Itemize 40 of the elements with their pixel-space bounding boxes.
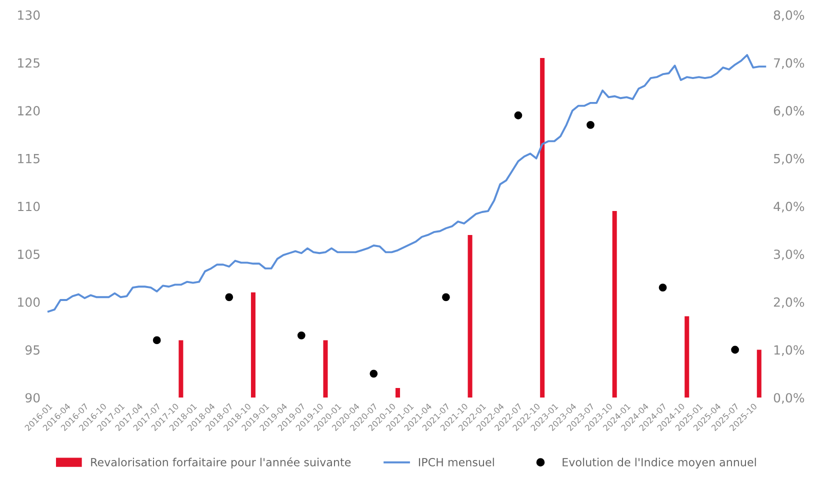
legend-label: Revalorisation forfaitaire pour l'année suivante xyxy=(91,457,351,469)
y2-tick-label: 8,0% xyxy=(774,10,804,22)
y2-tick-label: 1,0% xyxy=(774,345,804,356)
bar xyxy=(756,350,762,398)
point xyxy=(152,336,161,344)
point xyxy=(225,293,234,302)
y2-tick-label: 0,0% xyxy=(774,393,804,404)
y-tick-label: 95 xyxy=(25,345,40,355)
y-tick-label: 105 xyxy=(18,250,40,260)
point xyxy=(731,346,740,354)
bar xyxy=(178,340,184,398)
y2-tick-label: 7,0% xyxy=(774,58,804,69)
bar xyxy=(468,234,472,398)
bar xyxy=(250,292,256,398)
point xyxy=(370,370,378,378)
y2-tick-label: 6,0% xyxy=(774,106,804,117)
y-tick-label: 125 xyxy=(18,58,40,68)
line-series xyxy=(47,54,766,312)
bar xyxy=(396,388,400,398)
legend-label: IPCH mensuel xyxy=(418,458,494,466)
y-tick-label: 90 xyxy=(25,393,40,403)
y-tick-label: 115 xyxy=(18,154,40,164)
y-tick-label: 120 xyxy=(18,106,40,116)
bar xyxy=(540,58,545,398)
legend-label: Evolution de l'Indice moyen annuel xyxy=(562,458,756,469)
bar xyxy=(684,316,690,398)
y2-tick-label: 2,0% xyxy=(774,297,804,308)
point xyxy=(442,293,450,302)
bar xyxy=(612,211,617,398)
y2-tick-label: 5,0% xyxy=(774,154,804,165)
point xyxy=(514,111,522,120)
y-tick-label: 100 xyxy=(18,297,40,307)
point xyxy=(658,284,667,292)
y-tick-label: 110 xyxy=(18,202,40,212)
point xyxy=(297,331,306,340)
y-tick-label: 130 xyxy=(18,10,40,20)
y2-tick-label: 3,0% xyxy=(774,250,804,260)
point xyxy=(586,120,594,129)
bar xyxy=(323,340,328,398)
y2-tick-label: 4,0% xyxy=(774,202,804,212)
